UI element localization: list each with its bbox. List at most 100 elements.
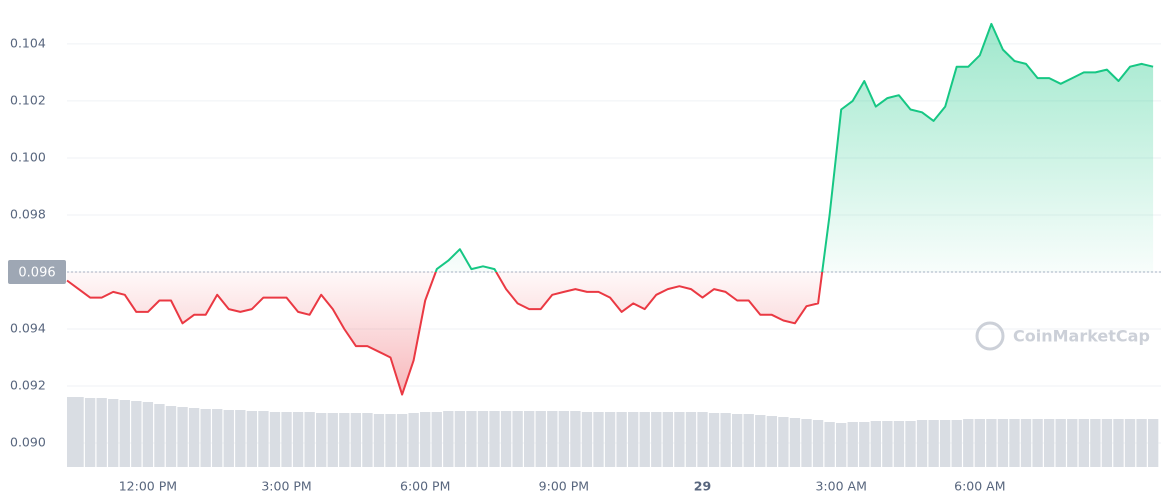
volume-bar [316,413,327,467]
volume-bar [177,407,188,467]
volume-bar [1147,419,1159,467]
x-tick-label: 29 [694,479,711,494]
volume-bar [905,421,916,467]
volume-bar [1055,419,1066,467]
watermark: CoinMarketCap [975,321,1150,351]
x-tick-label: 6:00 AM [954,479,1005,494]
volume-bar [616,412,627,467]
volume-bar [570,411,581,467]
volume-bar [801,419,812,467]
volume-bar [339,413,350,467]
y-tick-label: 0.094 [10,321,46,336]
volume-bar [269,412,281,467]
volume-bar [662,412,674,467]
y-tick-label: 0.098 [10,206,46,221]
volume-bar [142,402,154,467]
volume-bar [362,413,373,467]
x-tick-label: 3:00 AM [815,479,866,494]
y-tick-label: 0.104 [10,35,46,50]
volume-bar [581,412,593,467]
volume-bar [824,422,835,467]
volume-bar [639,412,650,467]
volume-bar [258,411,269,467]
volume-bar [1043,419,1055,467]
volume-bar [731,414,743,467]
y-tick-label: 0.090 [10,435,46,450]
volume-bar [304,412,315,467]
volume-bar [454,411,466,467]
x-tick-label: 6:00 PM [400,479,450,494]
volume-bar [720,413,731,467]
volume-bar [443,411,454,467]
volume-bar [373,414,385,467]
volume-bar [882,421,893,467]
volume-bar [200,409,211,467]
volume-bar [67,397,78,467]
volume-bar [604,412,616,467]
x-tick-label: 9:00 PM [539,479,589,494]
volume-bar [1078,419,1089,467]
volume-bar [96,398,107,467]
price-line [66,22,1154,396]
volume-bar [1067,419,1078,467]
volume-bar [789,418,801,467]
volume-bar [535,411,546,467]
volume-bar [408,413,419,467]
volume-bar [651,412,662,467]
volume-bar [916,420,928,467]
volume-bar [477,411,489,467]
volume-bar [292,412,304,467]
x-tick-label: 3:00 PM [261,479,311,494]
volume-bar [84,398,96,467]
volume-bar [708,413,720,467]
volume-bar [755,415,766,467]
volume-bar [812,420,824,467]
volume-bar [524,411,535,467]
y-tick-label: 0.102 [10,92,46,107]
reference-label-box [8,259,66,284]
volume-bar [558,411,570,467]
volume-bar [420,412,431,467]
volume-bar [974,419,985,467]
volume-bar [327,413,338,467]
volume-bar [674,412,685,467]
volume-bar [500,411,512,467]
volume-bar [431,412,442,467]
volume-bar [235,410,246,467]
volume-bar [396,414,408,467]
volume-bar [766,416,778,467]
volume-bar [697,412,708,467]
volume-bar [870,421,882,467]
volume-bar [1090,419,1101,467]
volume-bar [547,411,558,467]
watermark-text: CoinMarketCap [1013,327,1150,346]
reference-label: 0.096 [18,265,55,280]
volume-bar [154,404,165,467]
volume-bar [997,419,1009,467]
volume-bar [212,409,223,467]
volume-bar [928,420,939,467]
volume-bar [119,400,130,467]
y-tick-label: 0.100 [10,149,46,164]
volume-bar [1113,419,1124,467]
volume-bar [489,411,500,467]
y-tick-label: 0.092 [10,378,46,393]
plot [66,22,1161,467]
volume-bar [165,406,177,467]
volume-bar [847,422,858,467]
volume-bar [835,423,847,467]
x-tick-label: 12:00 PM [119,479,177,494]
volume-bar [246,411,258,467]
volume-bar [1009,419,1020,467]
volume-bar [951,420,962,467]
volume-bar [73,397,84,467]
volume-bar [893,421,905,467]
volume-bar [1124,419,1136,467]
volume-bar [1101,419,1113,467]
volume-bar [131,401,142,467]
volume-bar [859,422,870,467]
price-area [67,23,1154,395]
volume-bar [188,408,200,467]
volume-bar [281,412,292,467]
